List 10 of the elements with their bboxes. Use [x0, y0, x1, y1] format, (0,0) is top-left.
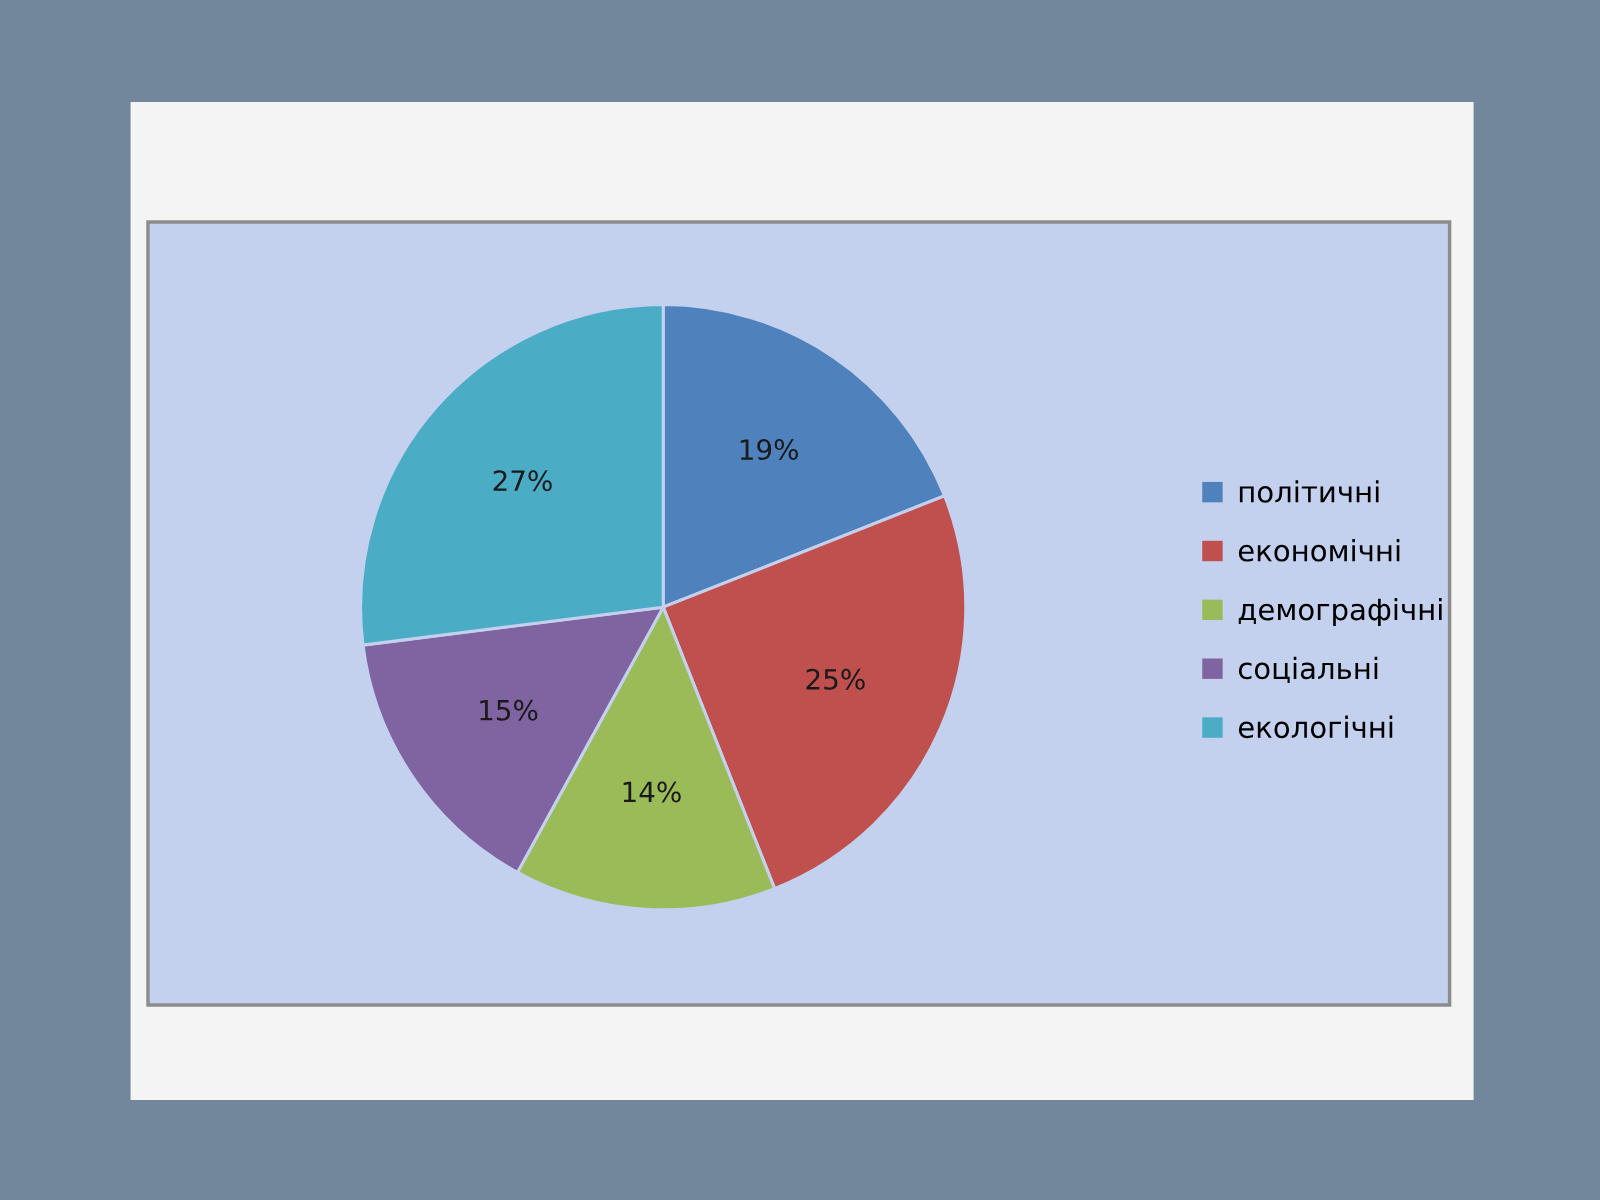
data-label: 19% — [740, 439, 798, 461]
data-label: 14% — [623, 781, 681, 803]
data-label: 15% — [480, 699, 538, 721]
legend-label: політичні — [1239, 480, 1379, 503]
legend-label: екологічні — [1238, 715, 1393, 739]
data-label: 27% — [493, 470, 552, 492]
legend-label: економічні — [1238, 539, 1400, 562]
legend-label: соціальні — [1238, 656, 1378, 683]
data-label: 25% — [806, 668, 865, 690]
legend-label: демографічні — [1238, 597, 1442, 627]
